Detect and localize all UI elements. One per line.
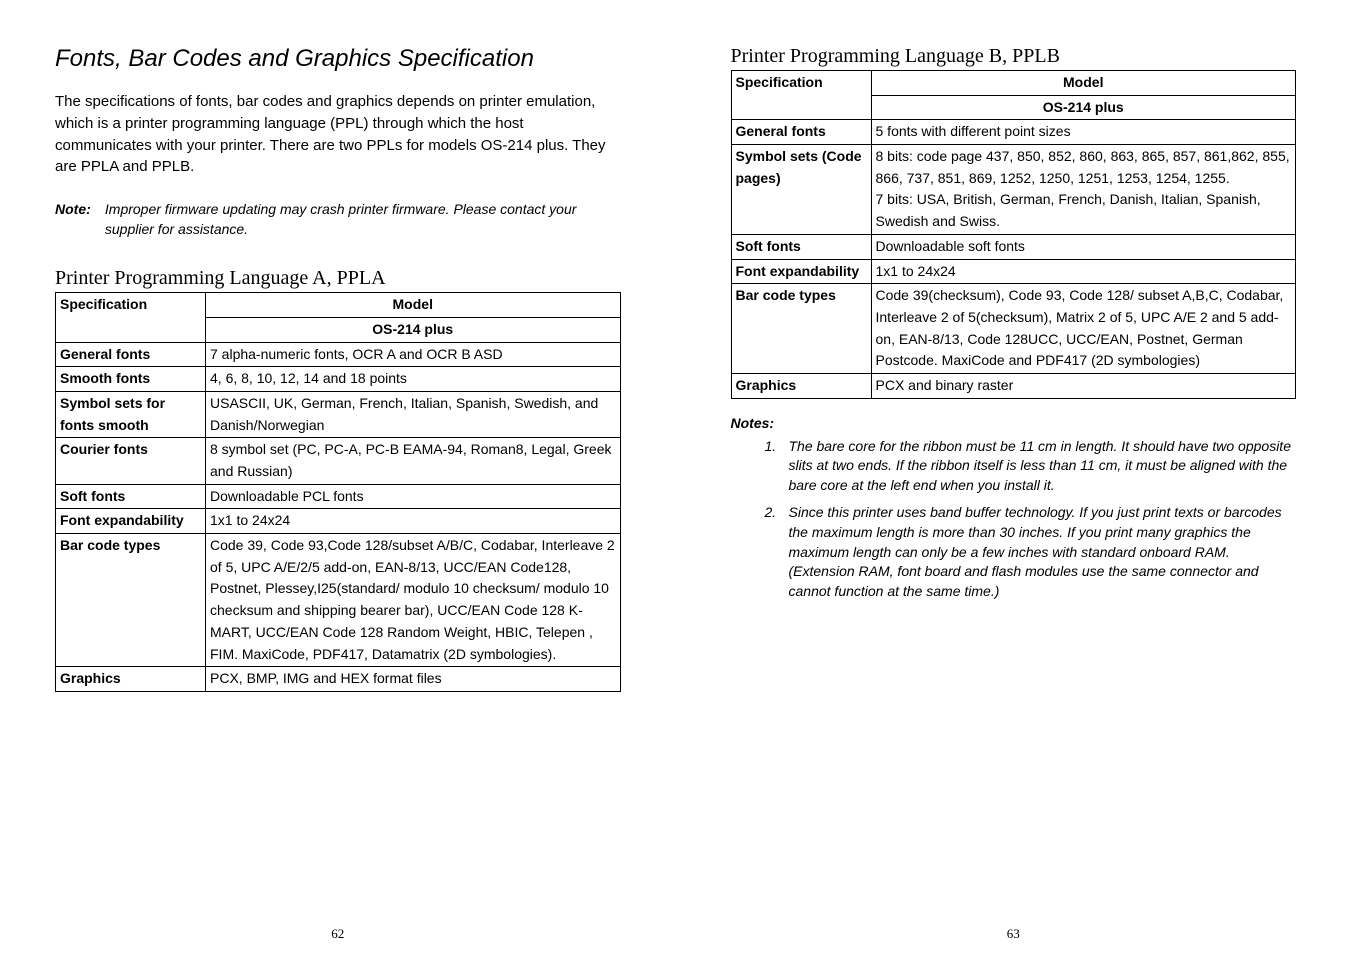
table-row: Courier fonts8 symbol set (PC, PC-A, PC-… bbox=[56, 438, 621, 484]
note-item: 2. Since this printer uses band buffer te… bbox=[765, 503, 1297, 601]
row-label: Soft fonts bbox=[731, 234, 871, 259]
note-body: Improper firmware updating may crash pri… bbox=[105, 200, 619, 239]
row-label: Graphics bbox=[56, 667, 206, 692]
row-label: Font expandability bbox=[56, 509, 206, 534]
note-label: Note: bbox=[55, 200, 101, 220]
th-model: Model bbox=[871, 71, 1296, 96]
note-number: 1. bbox=[765, 437, 777, 457]
row-value: 4, 6, 8, 10, 12, 14 and 18 points bbox=[206, 367, 621, 392]
th-model-sub: OS-214 plus bbox=[206, 317, 621, 342]
intro-paragraph: The specifications of fonts, bar codes a… bbox=[55, 91, 621, 178]
row-label: Smooth fonts bbox=[56, 367, 206, 392]
table-header-row: Specification Model bbox=[731, 71, 1296, 96]
subhead-pplb: Printer Programming Language B, PPLB bbox=[731, 45, 1297, 68]
notes-heading: Notes: bbox=[731, 415, 1297, 431]
note-block: Note: Improper firmware updating may cra… bbox=[55, 200, 621, 239]
row-value: 8 symbol set (PC, PC-A, PC-B EAMA-94, Ro… bbox=[206, 438, 621, 484]
table-row: General fonts7 alpha-numeric fonts, OCR … bbox=[56, 342, 621, 367]
row-label: Courier fonts bbox=[56, 438, 206, 484]
page-left: Fonts, Bar Codes and Graphics Specificat… bbox=[0, 0, 676, 954]
page-right: Printer Programming Language B, PPLB Spe… bbox=[676, 0, 1351, 954]
row-value: 1x1 to 24x24 bbox=[206, 509, 621, 534]
row-label: Bar code types bbox=[56, 534, 206, 667]
th-specification: Specification bbox=[731, 71, 871, 120]
row-value: 8 bits: code page 437, 850, 852, 860, 86… bbox=[871, 145, 1296, 235]
row-value: 7 alpha-numeric fonts, OCR A and OCR B A… bbox=[206, 342, 621, 367]
table-header-row: Specification Model bbox=[56, 293, 621, 318]
table-row: GraphicsPCX, BMP, IMG and HEX format fil… bbox=[56, 667, 621, 692]
note-text: Since this printer uses band buffer tech… bbox=[789, 504, 1282, 598]
page-title: Fonts, Bar Codes and Graphics Specificat… bbox=[55, 45, 621, 73]
th-model-sub: OS-214 plus bbox=[871, 95, 1296, 120]
th-specification: Specification bbox=[56, 293, 206, 342]
notes-list: 1. The bare core for the ribbon must be 1… bbox=[731, 437, 1297, 602]
page-number: 62 bbox=[55, 926, 621, 942]
table-row: Soft fontsDownloadable PCL fonts bbox=[56, 484, 621, 509]
note-number: 2. bbox=[765, 503, 777, 523]
table-row: General fonts5 fonts with different poin… bbox=[731, 120, 1296, 145]
row-value: PCX and binary raster bbox=[871, 373, 1296, 398]
table-row: Soft fontsDownloadable soft fonts bbox=[731, 234, 1296, 259]
note-item: 1. The bare core for the ribbon must be 1… bbox=[765, 437, 1297, 496]
row-value: Downloadable soft fonts bbox=[871, 234, 1296, 259]
spec-table-pplb: Specification Model OS-214 plus General … bbox=[731, 70, 1297, 399]
page-number: 63 bbox=[731, 926, 1297, 942]
table-row: Symbol sets (Code pages)8 bits: code pag… bbox=[731, 145, 1296, 235]
row-label: Bar code types bbox=[731, 284, 871, 374]
table-row: GraphicsPCX and binary raster bbox=[731, 373, 1296, 398]
row-value: Downloadable PCL fonts bbox=[206, 484, 621, 509]
row-value: Code 39(checksum), Code 93, Code 128/ su… bbox=[871, 284, 1296, 374]
row-label: Soft fonts bbox=[56, 484, 206, 509]
table-row: Bar code typesCode 39(checksum), Code 93… bbox=[731, 284, 1296, 374]
row-value: USASCII, UK, German, French, Italian, Sp… bbox=[206, 391, 621, 437]
table-row: Font expandability1x1 to 24x24 bbox=[731, 259, 1296, 284]
row-label: Symbol sets for fonts smooth bbox=[56, 391, 206, 437]
th-model: Model bbox=[206, 293, 621, 318]
subhead-ppla: Printer Programming Language A, PPLA bbox=[55, 267, 621, 290]
table-row: Symbol sets for fonts smoothUSASCII, UK,… bbox=[56, 391, 621, 437]
row-label: Font expandability bbox=[731, 259, 871, 284]
table-row: Smooth fonts4, 6, 8, 10, 12, 14 and 18 p… bbox=[56, 367, 621, 392]
row-label: General fonts bbox=[56, 342, 206, 367]
row-label: Graphics bbox=[731, 373, 871, 398]
row-value: 1x1 to 24x24 bbox=[871, 259, 1296, 284]
table-row: Font expandability1x1 to 24x24 bbox=[56, 509, 621, 534]
note-text: The bare core for the ribbon must be 11 … bbox=[789, 438, 1291, 493]
spec-table-ppla: Specification Model OS-214 plus General … bbox=[55, 292, 621, 692]
row-label: General fonts bbox=[731, 120, 871, 145]
table-row: Bar code typesCode 39, Code 93,Code 128/… bbox=[56, 534, 621, 667]
row-value: 5 fonts with different point sizes bbox=[871, 120, 1296, 145]
row-label: Symbol sets (Code pages) bbox=[731, 145, 871, 235]
row-value: PCX, BMP, IMG and HEX format files bbox=[206, 667, 621, 692]
row-value: Code 39, Code 93,Code 128/subset A/B/C, … bbox=[206, 534, 621, 667]
